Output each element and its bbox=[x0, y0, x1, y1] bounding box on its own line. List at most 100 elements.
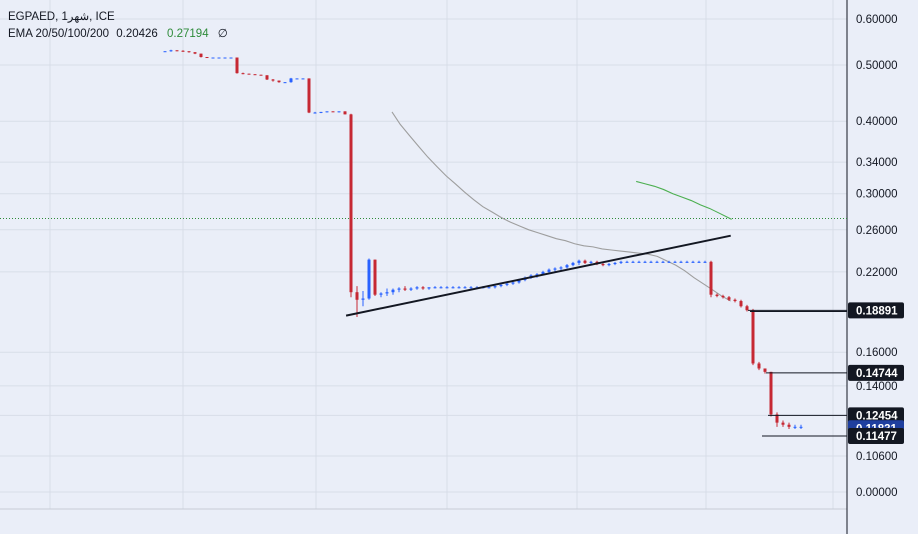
price-tag-label: 0.11477 bbox=[856, 431, 897, 443]
candle-body bbox=[613, 262, 617, 265]
candle-body bbox=[739, 301, 743, 307]
ema-line-long bbox=[636, 180, 732, 220]
candle-body bbox=[799, 426, 803, 428]
candle-body bbox=[241, 73, 245, 75]
candle-body bbox=[319, 111, 323, 113]
price-tag-bg bbox=[848, 427, 904, 444]
trendline bbox=[345, 234, 731, 317]
candle-body bbox=[409, 288, 413, 290]
candle-body bbox=[283, 82, 287, 84]
candle-body bbox=[727, 297, 731, 300]
candle-body bbox=[559, 267, 563, 269]
candle-body bbox=[775, 414, 779, 423]
y-tick-label: 0.40000 bbox=[856, 116, 898, 128]
candle-body bbox=[379, 293, 383, 295]
candle-body bbox=[391, 289, 395, 293]
candle-body bbox=[289, 78, 293, 83]
candle-body bbox=[751, 310, 755, 364]
candle-body bbox=[637, 261, 641, 263]
candle-body bbox=[745, 306, 749, 311]
candle-body bbox=[175, 50, 179, 52]
candle-body bbox=[301, 78, 305, 80]
candle-body bbox=[367, 259, 371, 299]
y-tick-label: 0.30000 bbox=[856, 189, 898, 201]
y-tick-label: 0.34000 bbox=[856, 157, 898, 169]
candle-body bbox=[313, 112, 317, 114]
candle-body bbox=[163, 51, 167, 53]
candle-body bbox=[247, 73, 251, 75]
ema-value-50: 0.27194 bbox=[167, 28, 209, 40]
ema-legend-row[interactable]: EMA 20/50/100/200 0.20426 0.27194 ∅ bbox=[8, 26, 228, 43]
candle-body bbox=[199, 53, 203, 58]
y-tick-label: 0.22000 bbox=[856, 267, 898, 279]
candle-body bbox=[667, 261, 671, 263]
candle-body bbox=[493, 286, 497, 288]
candle-body bbox=[343, 111, 347, 115]
candle-body bbox=[709, 261, 713, 295]
candle-body bbox=[661, 261, 665, 263]
candle-body bbox=[355, 292, 359, 300]
candle-body bbox=[619, 261, 623, 263]
chart-legend: EGPAED, 1شهر, ICE EMA 20/50/100/200 0.20… bbox=[8, 9, 228, 43]
candle-body bbox=[361, 298, 365, 300]
candle-body bbox=[577, 260, 581, 263]
candle-body bbox=[589, 261, 593, 263]
candle-body bbox=[385, 292, 389, 294]
candle-body bbox=[649, 261, 653, 263]
candle-body bbox=[733, 299, 737, 302]
candle-body bbox=[787, 424, 791, 427]
candle-body bbox=[223, 57, 227, 59]
candle-body bbox=[463, 287, 467, 289]
candle-body bbox=[763, 368, 767, 372]
candle-body bbox=[769, 371, 773, 415]
candle-body bbox=[607, 264, 611, 266]
candle-body bbox=[583, 260, 587, 263]
candle-body bbox=[277, 80, 281, 83]
candle-body bbox=[673, 261, 677, 263]
candle-body bbox=[535, 274, 539, 276]
ema-line-short bbox=[391, 111, 731, 302]
candle-body bbox=[439, 287, 443, 289]
ema-label: EMA 20/50/100/200 bbox=[8, 28, 110, 40]
candle-body bbox=[193, 52, 197, 54]
candle-body bbox=[451, 287, 455, 289]
y-tick-label: 0.50000 bbox=[856, 60, 898, 72]
candle-body bbox=[793, 426, 797, 428]
candle-body bbox=[205, 57, 209, 59]
candle-body bbox=[235, 57, 239, 74]
candle-body bbox=[679, 261, 683, 263]
candle-body bbox=[427, 287, 431, 289]
candle-body bbox=[349, 114, 353, 293]
candle-body bbox=[655, 261, 659, 263]
y-tick-label: 0.16000 bbox=[856, 347, 898, 359]
candle-body bbox=[457, 287, 461, 289]
candle-body bbox=[469, 287, 473, 289]
y-tick-label: 0.10600 bbox=[856, 451, 898, 463]
candle-body bbox=[307, 78, 311, 113]
price-tag-label: 0.18891 bbox=[856, 305, 898, 317]
price-tag-label: 0.12454 bbox=[856, 410, 898, 422]
candle-body bbox=[403, 288, 407, 290]
candle-body bbox=[445, 287, 449, 289]
y-tick-label: 0.60000 bbox=[856, 14, 898, 26]
candle-body bbox=[643, 261, 647, 263]
candle-body bbox=[715, 294, 719, 296]
candle-body bbox=[187, 51, 191, 53]
candle-body bbox=[271, 79, 275, 81]
candle-body bbox=[331, 111, 335, 113]
candle-body bbox=[217, 57, 221, 59]
candle-body bbox=[697, 261, 701, 263]
candle-body bbox=[553, 268, 557, 270]
candle-body bbox=[397, 288, 401, 290]
candle-body bbox=[703, 261, 707, 263]
symbol-title[interactable]: EGPAED, 1شهر, ICE bbox=[8, 11, 115, 23]
candle-body bbox=[211, 57, 215, 59]
candle-body bbox=[421, 287, 425, 289]
candle-body bbox=[631, 261, 635, 263]
price-tag-label: 0.14744 bbox=[856, 368, 898, 380]
candle-body bbox=[517, 280, 521, 283]
candle-body bbox=[625, 261, 629, 263]
ema-value-100: ∅ bbox=[217, 28, 228, 40]
candle-body bbox=[547, 269, 551, 272]
